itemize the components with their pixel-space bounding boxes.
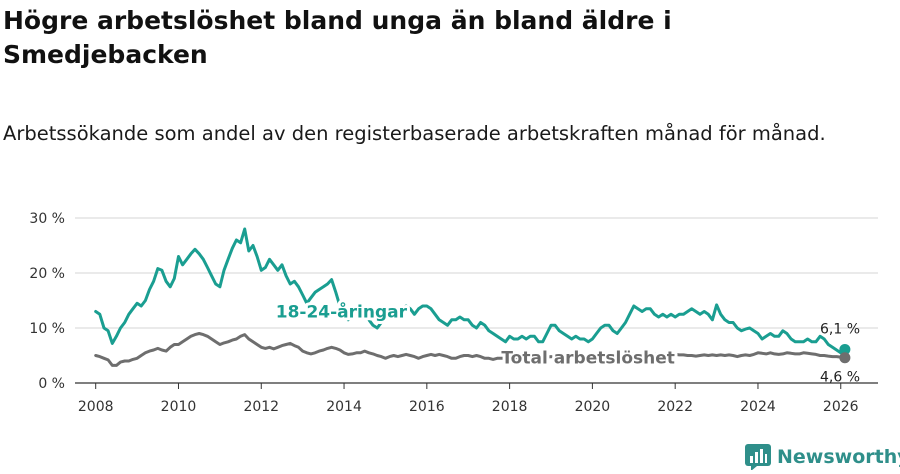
x-tick-label: 2026 (823, 399, 859, 415)
y-tick-label: 30 % (29, 211, 65, 227)
chart-logo-icon (745, 444, 771, 470)
brand-name: Newsworthy (777, 446, 900, 468)
series-end-point (839, 343, 851, 355)
x-tick-label: 2018 (492, 399, 528, 415)
chart-title: Högre arbetslöshet bland unga än bland ä… (3, 6, 672, 69)
series-line (94, 227, 847, 355)
y-tick-label: 20 % (29, 266, 65, 282)
x-tick-label: 2022 (657, 399, 693, 415)
x-axis-ticks: 2008 2010 2012 2014 2016 2018 2020 2022 2024 2026 (78, 383, 859, 415)
series-line (94, 332, 847, 367)
series-name-label: Total arbetslöshet (501, 349, 675, 369)
gridlines (75, 217, 878, 384)
x-tick-label: 2010 (161, 399, 197, 415)
series-labels: 6,1 %4,6 %18-24-åringar18-24-åringarTota… (273, 298, 860, 386)
chart-subtitle: Arbetssökande som andel av den registerb… (3, 122, 826, 145)
y-tick-label: 10 % (29, 321, 65, 337)
x-tick-label: 2024 (740, 399, 776, 415)
series-lines (94, 227, 851, 367)
series-name-halo: 18-24-åringar (276, 301, 408, 323)
y-tick-label: 0 % (38, 376, 65, 392)
series-end-label: 4,6 % (820, 370, 860, 386)
x-tick-label: 2020 (575, 399, 611, 415)
series-name-halo: Total arbetslöshet (501, 349, 675, 369)
newsworthy-logo: Newsworthy (745, 442, 900, 472)
series-end-point (839, 352, 851, 364)
x-tick-label: 2016 (409, 399, 445, 415)
x-tick-label: 2008 (78, 399, 114, 415)
series-end-label: 6,1 % (820, 321, 860, 337)
x-tick-label: 2012 (243, 399, 279, 415)
x-tick-label: 2014 (326, 399, 362, 415)
series-name-label: 18-24-åringar (276, 301, 408, 323)
y-axis-ticks: 0 % 10 % 20 % 30 % (29, 211, 65, 392)
